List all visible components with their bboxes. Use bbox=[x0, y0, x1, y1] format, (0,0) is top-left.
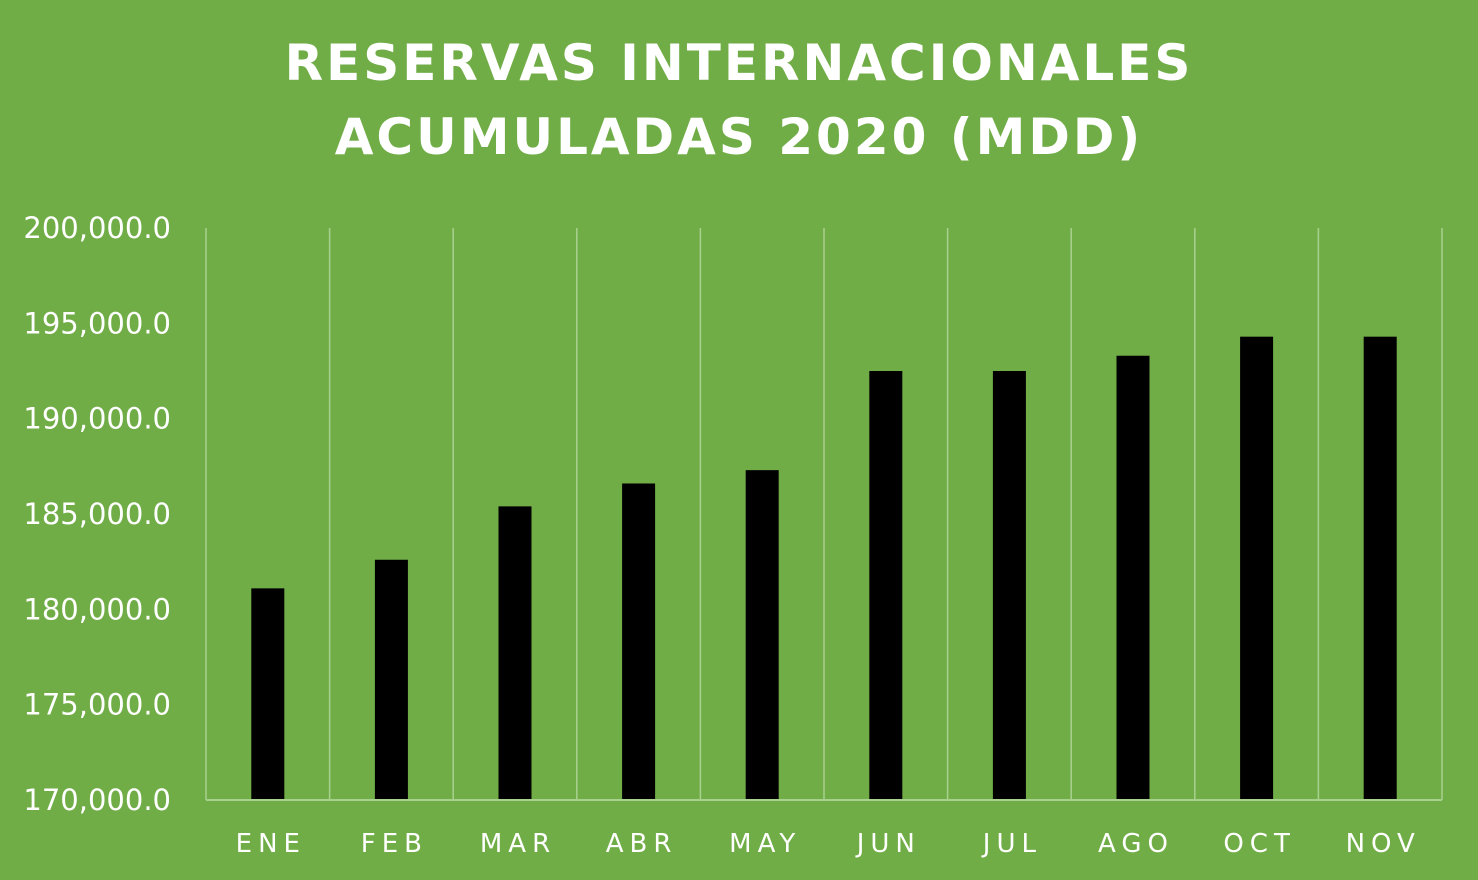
bar-ago bbox=[1116, 355, 1150, 800]
bar-oct bbox=[1240, 336, 1274, 800]
x-tick-label-mar: MAR bbox=[480, 829, 556, 859]
y-tick-label: 200,000.0 bbox=[23, 211, 171, 245]
y-tick-label: 170,000.0 bbox=[23, 783, 171, 817]
bar-jun bbox=[869, 371, 903, 800]
x-tick-label-jul: JUL bbox=[981, 829, 1042, 859]
x-tick-label-ene: ENE bbox=[236, 829, 306, 859]
y-tick-label: 185,000.0 bbox=[23, 497, 171, 531]
bar-feb bbox=[374, 559, 408, 800]
y-tick-label: 175,000.0 bbox=[23, 688, 171, 722]
bar-nov bbox=[1363, 336, 1397, 800]
bar-mar bbox=[498, 506, 532, 800]
bar-abr bbox=[622, 483, 656, 800]
x-tick-label-oct: OCT bbox=[1223, 829, 1296, 859]
y-tick-label: 195,000.0 bbox=[23, 306, 171, 340]
y-tick-label: 190,000.0 bbox=[23, 402, 171, 436]
bar-jul bbox=[992, 371, 1026, 800]
x-tick-label-feb: FEB bbox=[361, 829, 428, 859]
x-tick-label-nov: NOV bbox=[1346, 829, 1421, 859]
x-tick-label-may: MAY bbox=[729, 829, 801, 859]
x-tick-label-jun: JUN bbox=[855, 829, 921, 859]
chart-title-line-2: ACUMULADAS 2020 (MDD) bbox=[334, 108, 1144, 166]
bar-may bbox=[745, 470, 779, 800]
x-tick-label-abr: ABR bbox=[606, 829, 678, 859]
chart-title-line-1: RESERVAS INTERNACIONALES bbox=[284, 34, 1194, 92]
x-tick-label-ago: AGO bbox=[1098, 829, 1174, 859]
bar-ene bbox=[251, 588, 285, 800]
y-tick-label: 180,000.0 bbox=[23, 592, 171, 626]
